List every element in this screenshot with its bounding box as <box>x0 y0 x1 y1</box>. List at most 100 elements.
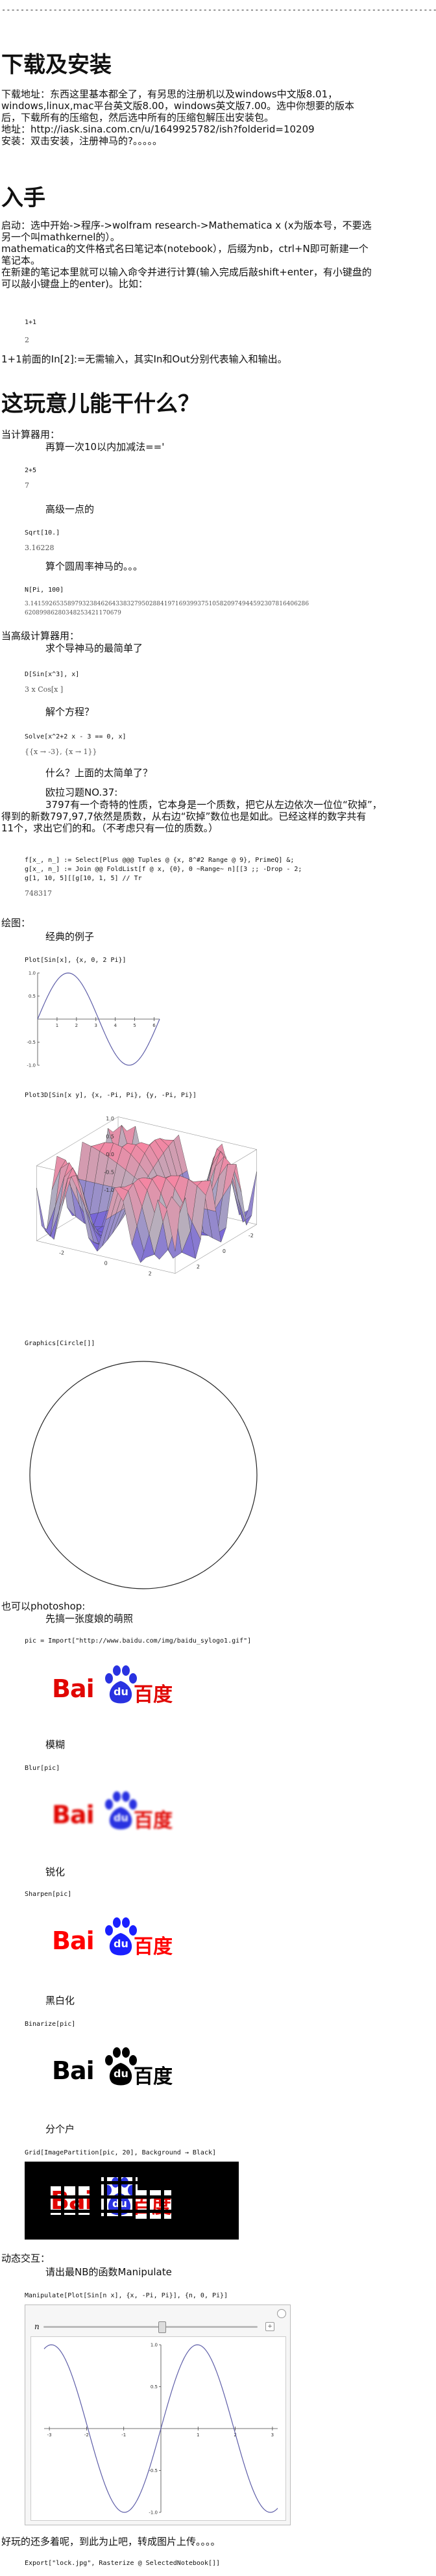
sci-input: Solve[x^2+2 x - 3 == 0, x] <box>25 733 127 740</box>
intro-line: 启动：选中开始->程序->wolfram research->Mathemati… <box>1 220 372 231</box>
calc-output: 7 <box>25 481 29 490</box>
ps-caption: 锐化 <box>45 1866 66 1878</box>
manipulate-sine-plot: -3 -2 -1 1 2 3 1.0 0.5 -0.5 -1.0 <box>43 2343 278 2516</box>
grid-bar-vertical <box>189 2162 193 2240</box>
baidu-logo-bai: Bai <box>52 1926 95 1955</box>
surface-patch <box>232 1166 247 1226</box>
download-heading: 下载及安装 <box>1 52 112 78</box>
ps-input: pic = Import["http://www.baidu.com/img/b… <box>25 1637 252 1645</box>
sci-label: 当高级计算器用： <box>1 630 80 642</box>
download-text: 下载地址：东西这里基本都全了，有另思的注册机以及windows中文版8.01， … <box>0 88 433 147</box>
download-line: 后，下载所有的压缩包，然后选中所有的压缩包解压出安装包。 <box>1 112 274 123</box>
grid-bar-horizontal <box>25 2210 239 2213</box>
calc-output: 3.16228 <box>25 544 54 552</box>
grid-bar-vertical <box>218 2162 221 2240</box>
calc-caption: 高级一点的 <box>45 503 95 515</box>
y-tick-label: -0.5 <box>149 2468 158 2473</box>
ps-caption: 黑白化 <box>45 1995 75 2006</box>
x-tick-label: 1 <box>197 2432 199 2438</box>
grid-bar-vertical <box>232 2162 236 2240</box>
ps-label: 也可以photoshop: <box>1 1600 86 1612</box>
intro-output: 2 <box>25 336 29 344</box>
sci-paragraph-line: 得到的新数797,97,7依然是质数，从右边“砍掉”数位也是如此。已经这样的数字… <box>1 811 367 822</box>
download-line: 下载地址：东西这里基本都全了，有另思的注册机以及windows中文版8.01， <box>1 88 338 100</box>
closing-note: 好玩的还多着呢，到此为止吧，转成图片上传。。。。 <box>1 2536 221 2547</box>
sci-input: g[x_, n_] := Join @@ FoldList[f @ x, {0}… <box>25 866 302 873</box>
download-address[interactable]: 地址：http://iask.sina.com.cn/u/1649925782/… <box>1 123 315 135</box>
calc-label: 当计算器用： <box>1 429 60 440</box>
y-tick-label: 0.5 <box>151 2384 158 2390</box>
baidu-logo-du: du <box>114 1812 128 1824</box>
x-tick-label: 2 <box>234 2432 236 2438</box>
dyn-caption: 请出最NB的函数Manipulate <box>45 2266 172 2278</box>
manipulate-sine-curve <box>43 2344 278 2513</box>
box-edge <box>117 1117 257 1150</box>
grid-bar-vertical <box>104 2162 107 2240</box>
sci-output: 3 x Cos[x ] <box>25 685 64 694</box>
grid-bar-vertical <box>147 2162 150 2240</box>
paw-icon <box>105 2047 137 2086</box>
calc-caption: 再算一次10以内加减法==' <box>45 441 165 453</box>
paw-icon <box>105 1665 137 1704</box>
baidu-logo-bai: Bai <box>52 1800 95 1829</box>
grid-bar-vertical <box>118 2162 121 2240</box>
ps-input: Sharpen[pic] <box>25 1891 72 1898</box>
y-tick-label: -0.5 <box>27 1040 36 1045</box>
y-tick-label: -2 <box>248 1233 254 1239</box>
paw-icon <box>105 1791 137 1830</box>
calc-input: 2+5 <box>25 467 37 474</box>
y-tick-label: -1.0 <box>149 2510 158 2516</box>
manipulate-plot-area: -3 -2 -1 1 2 3 1.0 0.5 -0.5 -1.0 <box>30 2336 286 2521</box>
plus-icon[interactable] <box>277 2309 286 2318</box>
grid-bar-vertical <box>175 2162 178 2240</box>
baidu-logo-du: du <box>114 1686 128 1698</box>
x-tick-label: 2 <box>149 1270 152 1276</box>
baidu-logo: Bai du 百度 <box>52 1663 201 1708</box>
baidu-logo-cn: 百度 <box>134 1684 173 1706</box>
z-tick-label: 0.0 <box>106 1152 114 1157</box>
slider-options-icon[interactable]: + <box>265 2322 274 2331</box>
baidu-logo-cn: 百度 <box>134 2065 173 2088</box>
box-edge <box>175 1224 257 1274</box>
baidu-logo-cn: 百度 <box>132 2190 171 2219</box>
ps-input: Grid[ImagePartition[pic, 20], Background… <box>25 2149 217 2156</box>
grid-bar-horizontal <box>25 2181 239 2184</box>
x-tick-label: 4 <box>114 1023 117 1028</box>
grid-bar-vertical <box>90 2162 93 2240</box>
grid-bar-horizontal <box>25 2224 239 2227</box>
circle-shape <box>29 1361 258 1589</box>
n-slider-track[interactable] <box>43 2326 258 2328</box>
calc-output: 62089986280348253421170679 <box>25 610 121 616</box>
download-line: 安装：双击安装，注册神马的?。。。。。 <box>1 135 162 147</box>
grid-bar-vertical <box>132 2162 136 2240</box>
ps-input: Binarize[pic] <box>25 2021 76 2028</box>
baidu-logo-cn: 百度 <box>134 1936 173 1958</box>
separator-line: ----------------------------------------… <box>1 5 436 14</box>
grid-overlay <box>25 2162 239 2240</box>
what-heading: 这玩意儿能干什么？ <box>1 391 200 417</box>
calc-input: N[Pi, 100] <box>25 587 64 594</box>
calc-output: 3.14159265358979323846264338327950288419… <box>25 601 309 607</box>
n-slider-thumb[interactable] <box>158 2321 166 2333</box>
sci-output: 748317 <box>25 889 52 898</box>
intro-heading: 入手 <box>1 185 45 211</box>
partitioned-logo-grid: Bai du 百度 <box>25 2162 239 2240</box>
dyn-label: 动态交互： <box>1 2253 51 2264</box>
y-tick-label: 1.0 <box>151 2343 158 2348</box>
x-tick-label: -2 <box>84 2432 89 2438</box>
intro-line: 笔记本。 <box>1 255 41 266</box>
x-tick-label: 3 <box>95 1023 97 1028</box>
grid-bar-horizontal <box>25 2195 239 2199</box>
sci-input: g[1, 10, 5][[g[10, 1, 5] // Tr <box>25 875 142 882</box>
sci-caption: 欧拉习题NO.37: <box>45 787 118 798</box>
box-edge <box>36 1117 119 1167</box>
intro-text: 启动：选中开始->程序->wolfram research->Mathemati… <box>0 220 433 290</box>
calc-caption: 算个圆周率神马的。。。 <box>45 561 143 572</box>
grid-bar-vertical <box>204 2162 207 2240</box>
download-line: windows,linux,mac平台英文版8.00，windows英文版7.0… <box>1 100 355 112</box>
calc-input: Sqrt[10.] <box>25 529 60 537</box>
intro-line: mathematica的文件格式名曰笔记本(notebook），后缀为nb，ct… <box>1 243 369 255</box>
plot-input: Plot3D[Sin[x y], {x, -Pi, Pi}, {y, -Pi, … <box>25 1092 197 1099</box>
surface-mesh <box>36 1124 257 1263</box>
